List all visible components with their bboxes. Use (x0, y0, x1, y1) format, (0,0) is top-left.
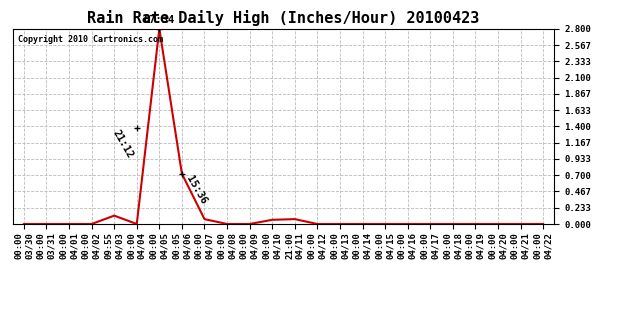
Text: 15:36: 15:36 (184, 174, 209, 206)
Title: Rain Rate Daily High (Inches/Hour) 20100423: Rain Rate Daily High (Inches/Hour) 20100… (88, 10, 479, 26)
Text: Copyright 2010 Cartronics.com: Copyright 2010 Cartronics.com (18, 35, 163, 44)
Text: 21:12: 21:12 (110, 128, 135, 160)
Text: 07:34: 07:34 (144, 15, 175, 25)
